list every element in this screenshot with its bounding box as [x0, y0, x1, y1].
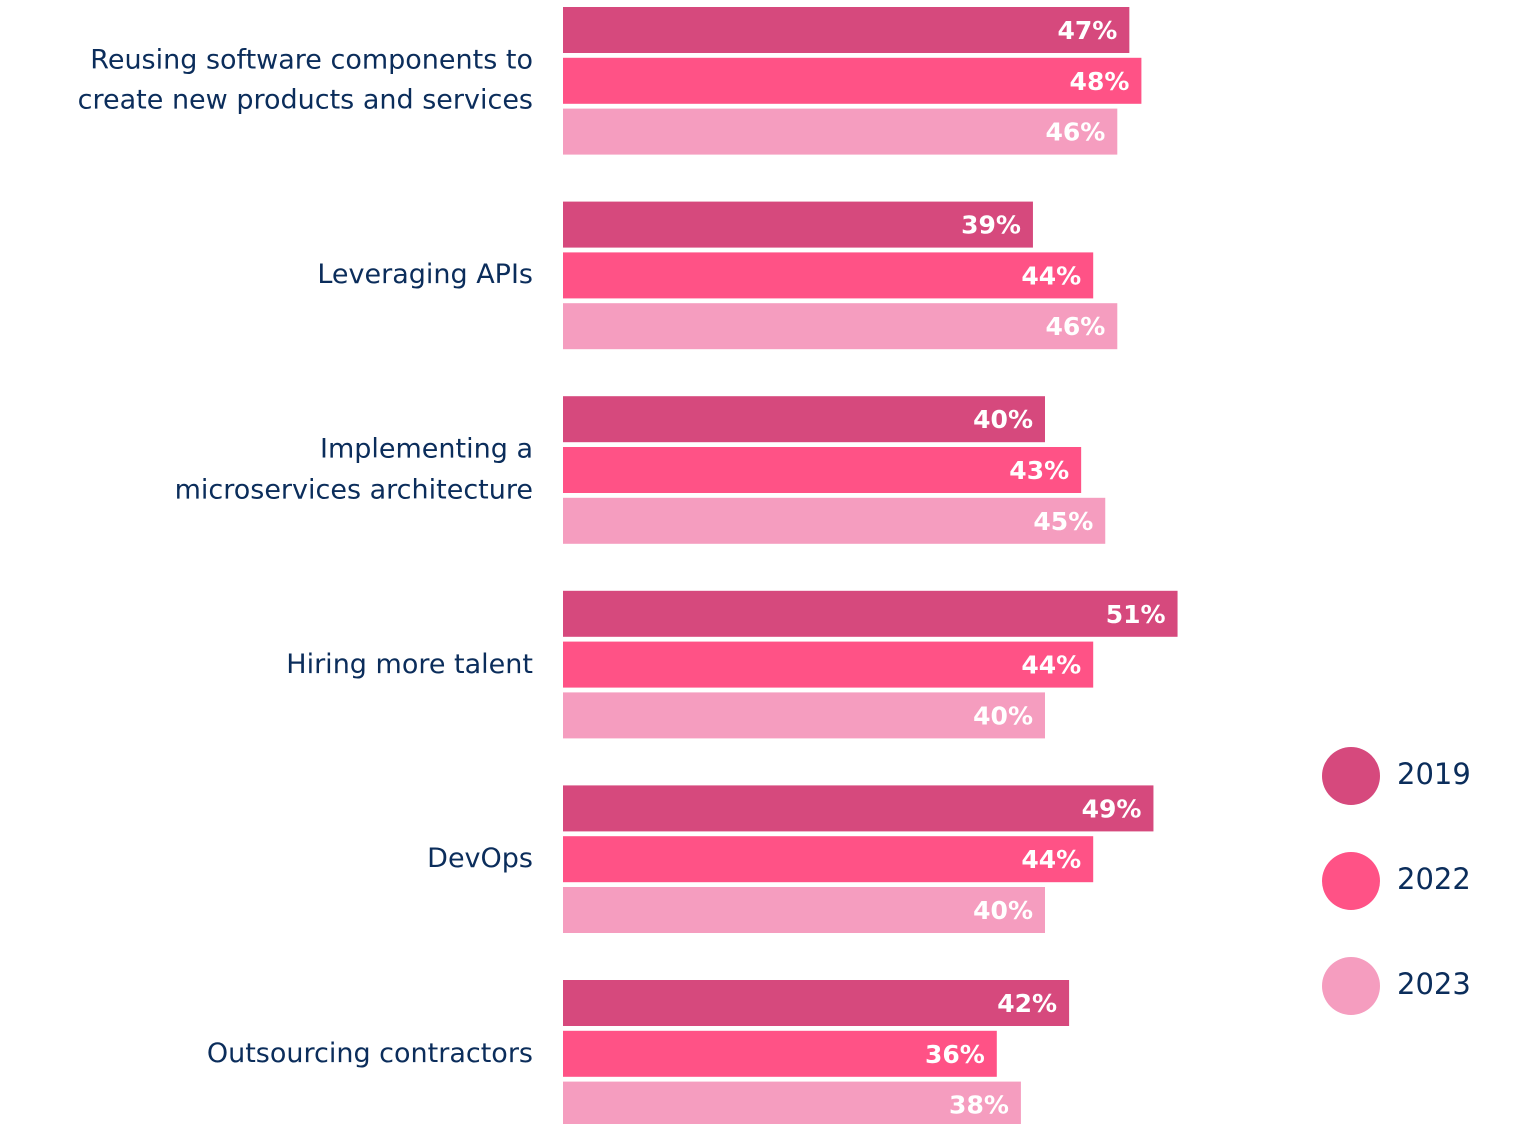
value-label: 40% — [973, 405, 1033, 434]
value-label: 46% — [1045, 312, 1105, 341]
value-label: 40% — [973, 701, 1033, 730]
value-label: 44% — [1021, 261, 1081, 290]
bar — [563, 887, 1045, 933]
category-label: Reusing software components to create ne… — [77, 44, 533, 116]
legend-label: 2022 — [1397, 862, 1471, 896]
bar — [563, 108, 1118, 155]
legend-swatch — [1322, 747, 1380, 805]
value-label: 51% — [1106, 600, 1166, 629]
category-label: DevOps — [427, 842, 533, 874]
legend-label: 2019 — [1397, 757, 1471, 791]
bar — [563, 1081, 1021, 1124]
bar — [563, 252, 1094, 299]
bar — [563, 590, 1178, 637]
category-label: Implementing a microservices architectur… — [174, 433, 533, 506]
bar — [563, 1030, 997, 1077]
bar — [563, 201, 1033, 248]
bar — [563, 447, 1082, 493]
bar — [563, 836, 1094, 883]
bar — [563, 785, 1154, 832]
value-label: 49% — [1082, 794, 1142, 823]
bar — [563, 692, 1045, 739]
bar — [563, 641, 1094, 688]
value-label: 45% — [1033, 507, 1093, 536]
value-label: 47% — [1058, 16, 1118, 45]
bar — [563, 396, 1045, 443]
bar — [563, 57, 1142, 104]
value-label: 43% — [1009, 456, 1069, 485]
category-label: Hiring more talent — [286, 648, 533, 680]
value-label: 36% — [925, 1040, 985, 1069]
value-label: 44% — [1021, 651, 1081, 680]
bar — [563, 7, 1130, 53]
value-label: 48% — [1070, 67, 1130, 96]
legend-label: 2023 — [1397, 967, 1471, 1001]
category-label: Outsourcing contractors — [206, 1037, 533, 1069]
value-label: 40% — [973, 896, 1033, 925]
value-label: 46% — [1045, 118, 1105, 147]
bar — [563, 497, 1106, 544]
bar — [563, 980, 1070, 1026]
value-label: 39% — [961, 211, 1021, 240]
value-label: 38% — [949, 1091, 1009, 1120]
bar — [563, 303, 1118, 350]
value-label: 42% — [997, 989, 1057, 1018]
value-label: 44% — [1021, 845, 1081, 874]
legend-swatch — [1322, 852, 1380, 910]
legend-swatch — [1322, 957, 1380, 1015]
category-label: Leveraging APIs — [317, 259, 533, 291]
